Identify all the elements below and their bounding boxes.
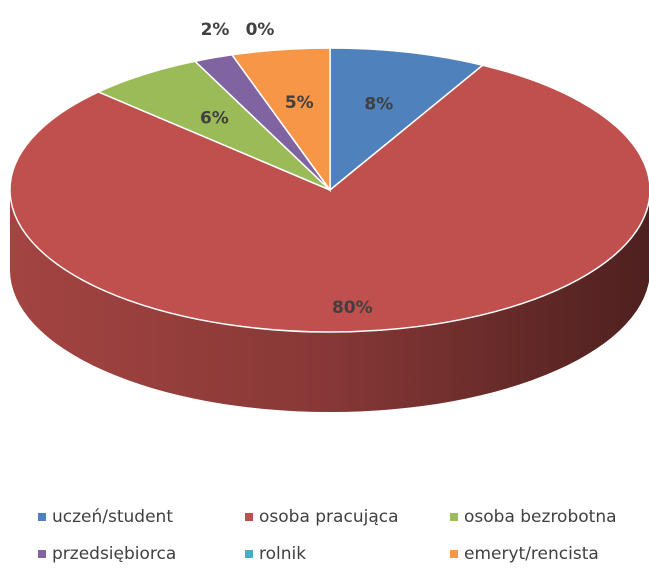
slice: [96, 60, 331, 191]
data-label: 80%: [332, 298, 373, 318]
data-label: 2%: [201, 20, 230, 40]
legend-label: osoba pracująca: [259, 507, 399, 527]
data-label: 0%: [246, 20, 275, 40]
legend-label: przedsiębiorca: [52, 544, 176, 564]
data-label: 8%: [364, 95, 393, 115]
slice: [329, 47, 485, 192]
data-label: 6%: [200, 108, 229, 128]
legend-label: uczeń/student: [52, 507, 173, 527]
data-label: 5%: [285, 93, 314, 113]
slice: [9, 64, 649, 333]
legend-label: rolnik: [259, 544, 306, 564]
legend-swatch: [245, 513, 253, 521]
legend-swatch: [38, 550, 46, 558]
slice: [230, 47, 331, 193]
slice-side-shade: [10, 190, 649, 412]
legend-swatch: [38, 513, 46, 521]
legend-swatch: [245, 550, 253, 558]
legend-label: emeryt/rencista: [464, 544, 599, 564]
legend-label: osoba bezrobotna: [464, 507, 617, 527]
legend-swatch: [450, 513, 458, 521]
legend-swatch: [450, 550, 458, 558]
